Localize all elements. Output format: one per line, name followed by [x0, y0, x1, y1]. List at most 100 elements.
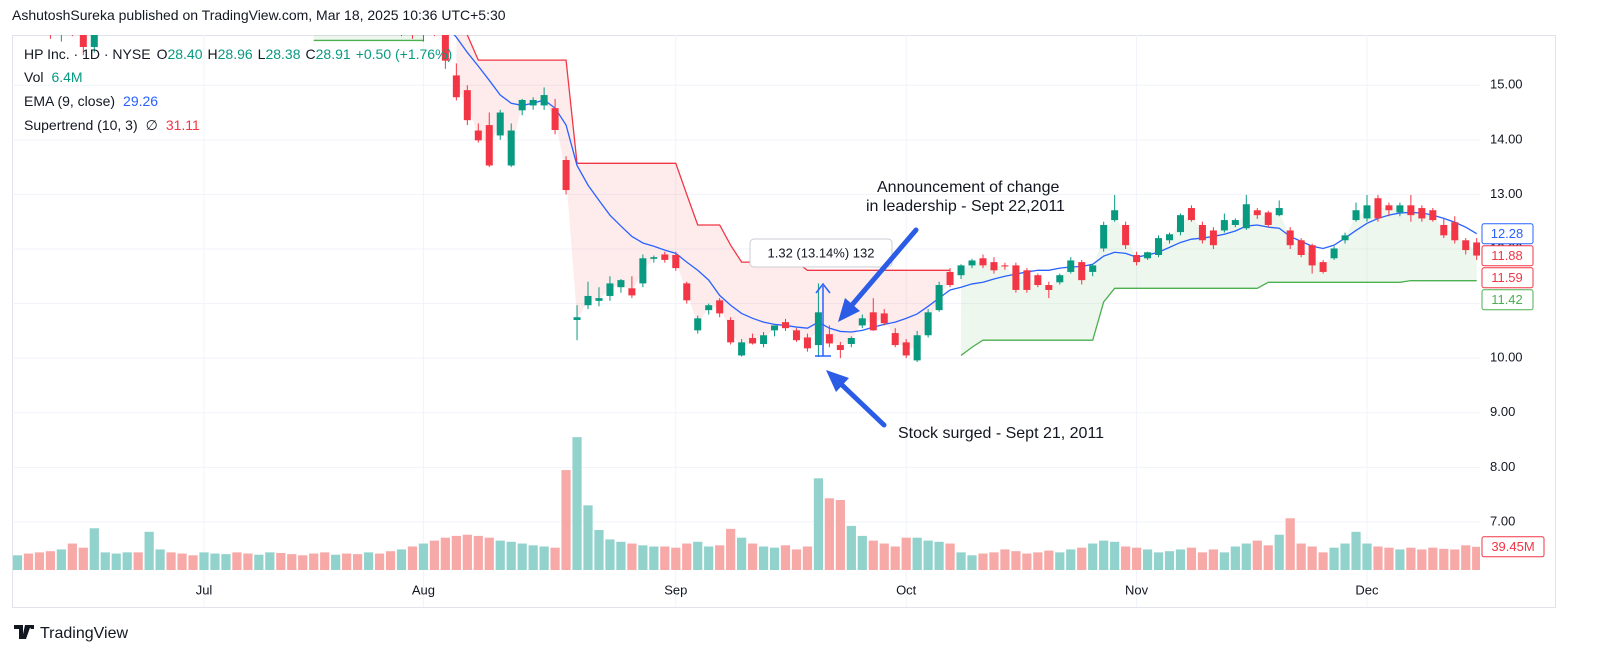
candle-body: [628, 288, 636, 296]
candle-body: [573, 317, 581, 320]
brand-text: TradingView: [40, 625, 128, 642]
candle-body: [1056, 275, 1064, 283]
volume-bar: [385, 551, 396, 570]
candle-body: [1242, 204, 1250, 229]
volume-bar: [989, 552, 999, 570]
candle-body: [705, 305, 713, 311]
volume-bar: [45, 551, 56, 570]
volume-bar: [1362, 543, 1372, 570]
legend-key: L: [258, 46, 266, 62]
legend-change: +0.50 (+1.76%): [356, 46, 453, 62]
legend-vol-line: Vol 6.4M: [24, 69, 83, 85]
candle-body: [584, 295, 592, 306]
volume-bar: [616, 541, 626, 570]
x-tick-label: Dec: [1355, 582, 1379, 597]
volume-bar: [1077, 547, 1087, 570]
volume-bar: [506, 541, 516, 570]
volume-bar: [23, 553, 34, 570]
annotation-arrow: [839, 382, 887, 428]
volume-bar: [780, 545, 791, 570]
volume-bar: [1450, 549, 1460, 570]
volume-bar: [1406, 547, 1416, 570]
volume-bar: [78, 547, 88, 570]
candle-body: [869, 312, 877, 331]
volume-bar: [56, 549, 66, 570]
candle-body: [749, 337, 757, 344]
candle-body: [1155, 238, 1163, 256]
volume-bar: [912, 537, 922, 570]
ema-layer: [453, 35, 1478, 333]
annotations: Announcement of change in leadership - S…: [826, 179, 1104, 442]
candle-body: [1407, 205, 1415, 216]
candle-body: [946, 271, 954, 286]
candle-body: [1045, 285, 1053, 290]
candle-body: [496, 112, 504, 136]
candle-body: [1023, 270, 1031, 290]
price-label: 11.88: [1491, 248, 1523, 263]
volume-bar: [1340, 543, 1350, 570]
volume-bar: [737, 537, 747, 570]
legend-value: 29.26: [123, 93, 158, 109]
brand: TradingView: [14, 625, 128, 642]
volume-bar: [1230, 546, 1240, 570]
volume-bar: [342, 553, 352, 570]
volume-bar: [1296, 543, 1306, 570]
price-label: 11.59: [1491, 270, 1523, 285]
ema-line: [453, 35, 1478, 333]
grid: [12, 35, 1480, 607]
volume-bar: [539, 546, 549, 570]
volume-bar: [287, 554, 297, 570]
candle-body: [771, 325, 779, 331]
candle-body: [1122, 224, 1130, 246]
volume-bar: [726, 528, 736, 570]
candle-body: [727, 319, 735, 343]
legend-value: 31.11: [166, 117, 200, 133]
candle-body: [891, 333, 899, 346]
candle-body: [924, 312, 932, 336]
volume-bar: [232, 552, 242, 570]
x-tick-label: Nov: [1125, 582, 1149, 597]
volume-bar: [1351, 531, 1361, 570]
volume-bar: [418, 543, 429, 570]
y-tick-label: 8.00: [1490, 459, 1515, 474]
volume-bar: [451, 535, 461, 570]
candle-body: [803, 337, 811, 349]
candle-body: [1165, 234, 1174, 241]
volume-bar: [89, 528, 99, 570]
candle-body: [441, 35, 449, 61]
y-tick-label: 14.00: [1490, 131, 1523, 146]
volume-bar: [802, 546, 813, 570]
volume-bar: [638, 545, 648, 570]
volume-bar: [1066, 549, 1076, 570]
volume-bar: [1417, 549, 1427, 570]
supertrend-line: [960, 280, 1477, 356]
candle-body: [1220, 220, 1228, 231]
legend-value: 28.91: [316, 46, 351, 62]
volume-bar: [769, 547, 780, 570]
annotation-arrowhead: [838, 298, 860, 322]
annotation-arrow: [849, 227, 919, 308]
candle-body: [1462, 240, 1470, 251]
volume-bar: [517, 543, 527, 570]
volume-bar: [1121, 546, 1131, 570]
supertrend-layer: [313, 35, 1477, 356]
volume-bar: [682, 543, 692, 570]
volume-bar: [1472, 546, 1480, 570]
candle-body: [650, 257, 658, 259]
candle-body: [1176, 215, 1184, 233]
volume-bar: [1208, 549, 1218, 570]
volume-bar: [704, 546, 714, 570]
volume-bar: [1274, 534, 1284, 570]
annotation-text: Stock surged - Sept 21, 2011: [898, 425, 1104, 442]
supertrend-fill: [313, 35, 424, 41]
volume-bar: [583, 505, 593, 570]
candle-body: [606, 283, 614, 296]
volume-bar: [671, 547, 681, 570]
candle-body: [1034, 275, 1042, 286]
volume-bar: [363, 552, 374, 570]
volume-bar: [1461, 545, 1471, 570]
candle-body: [1078, 262, 1086, 281]
candle-body: [1231, 220, 1239, 225]
volume-bar: [835, 500, 845, 570]
